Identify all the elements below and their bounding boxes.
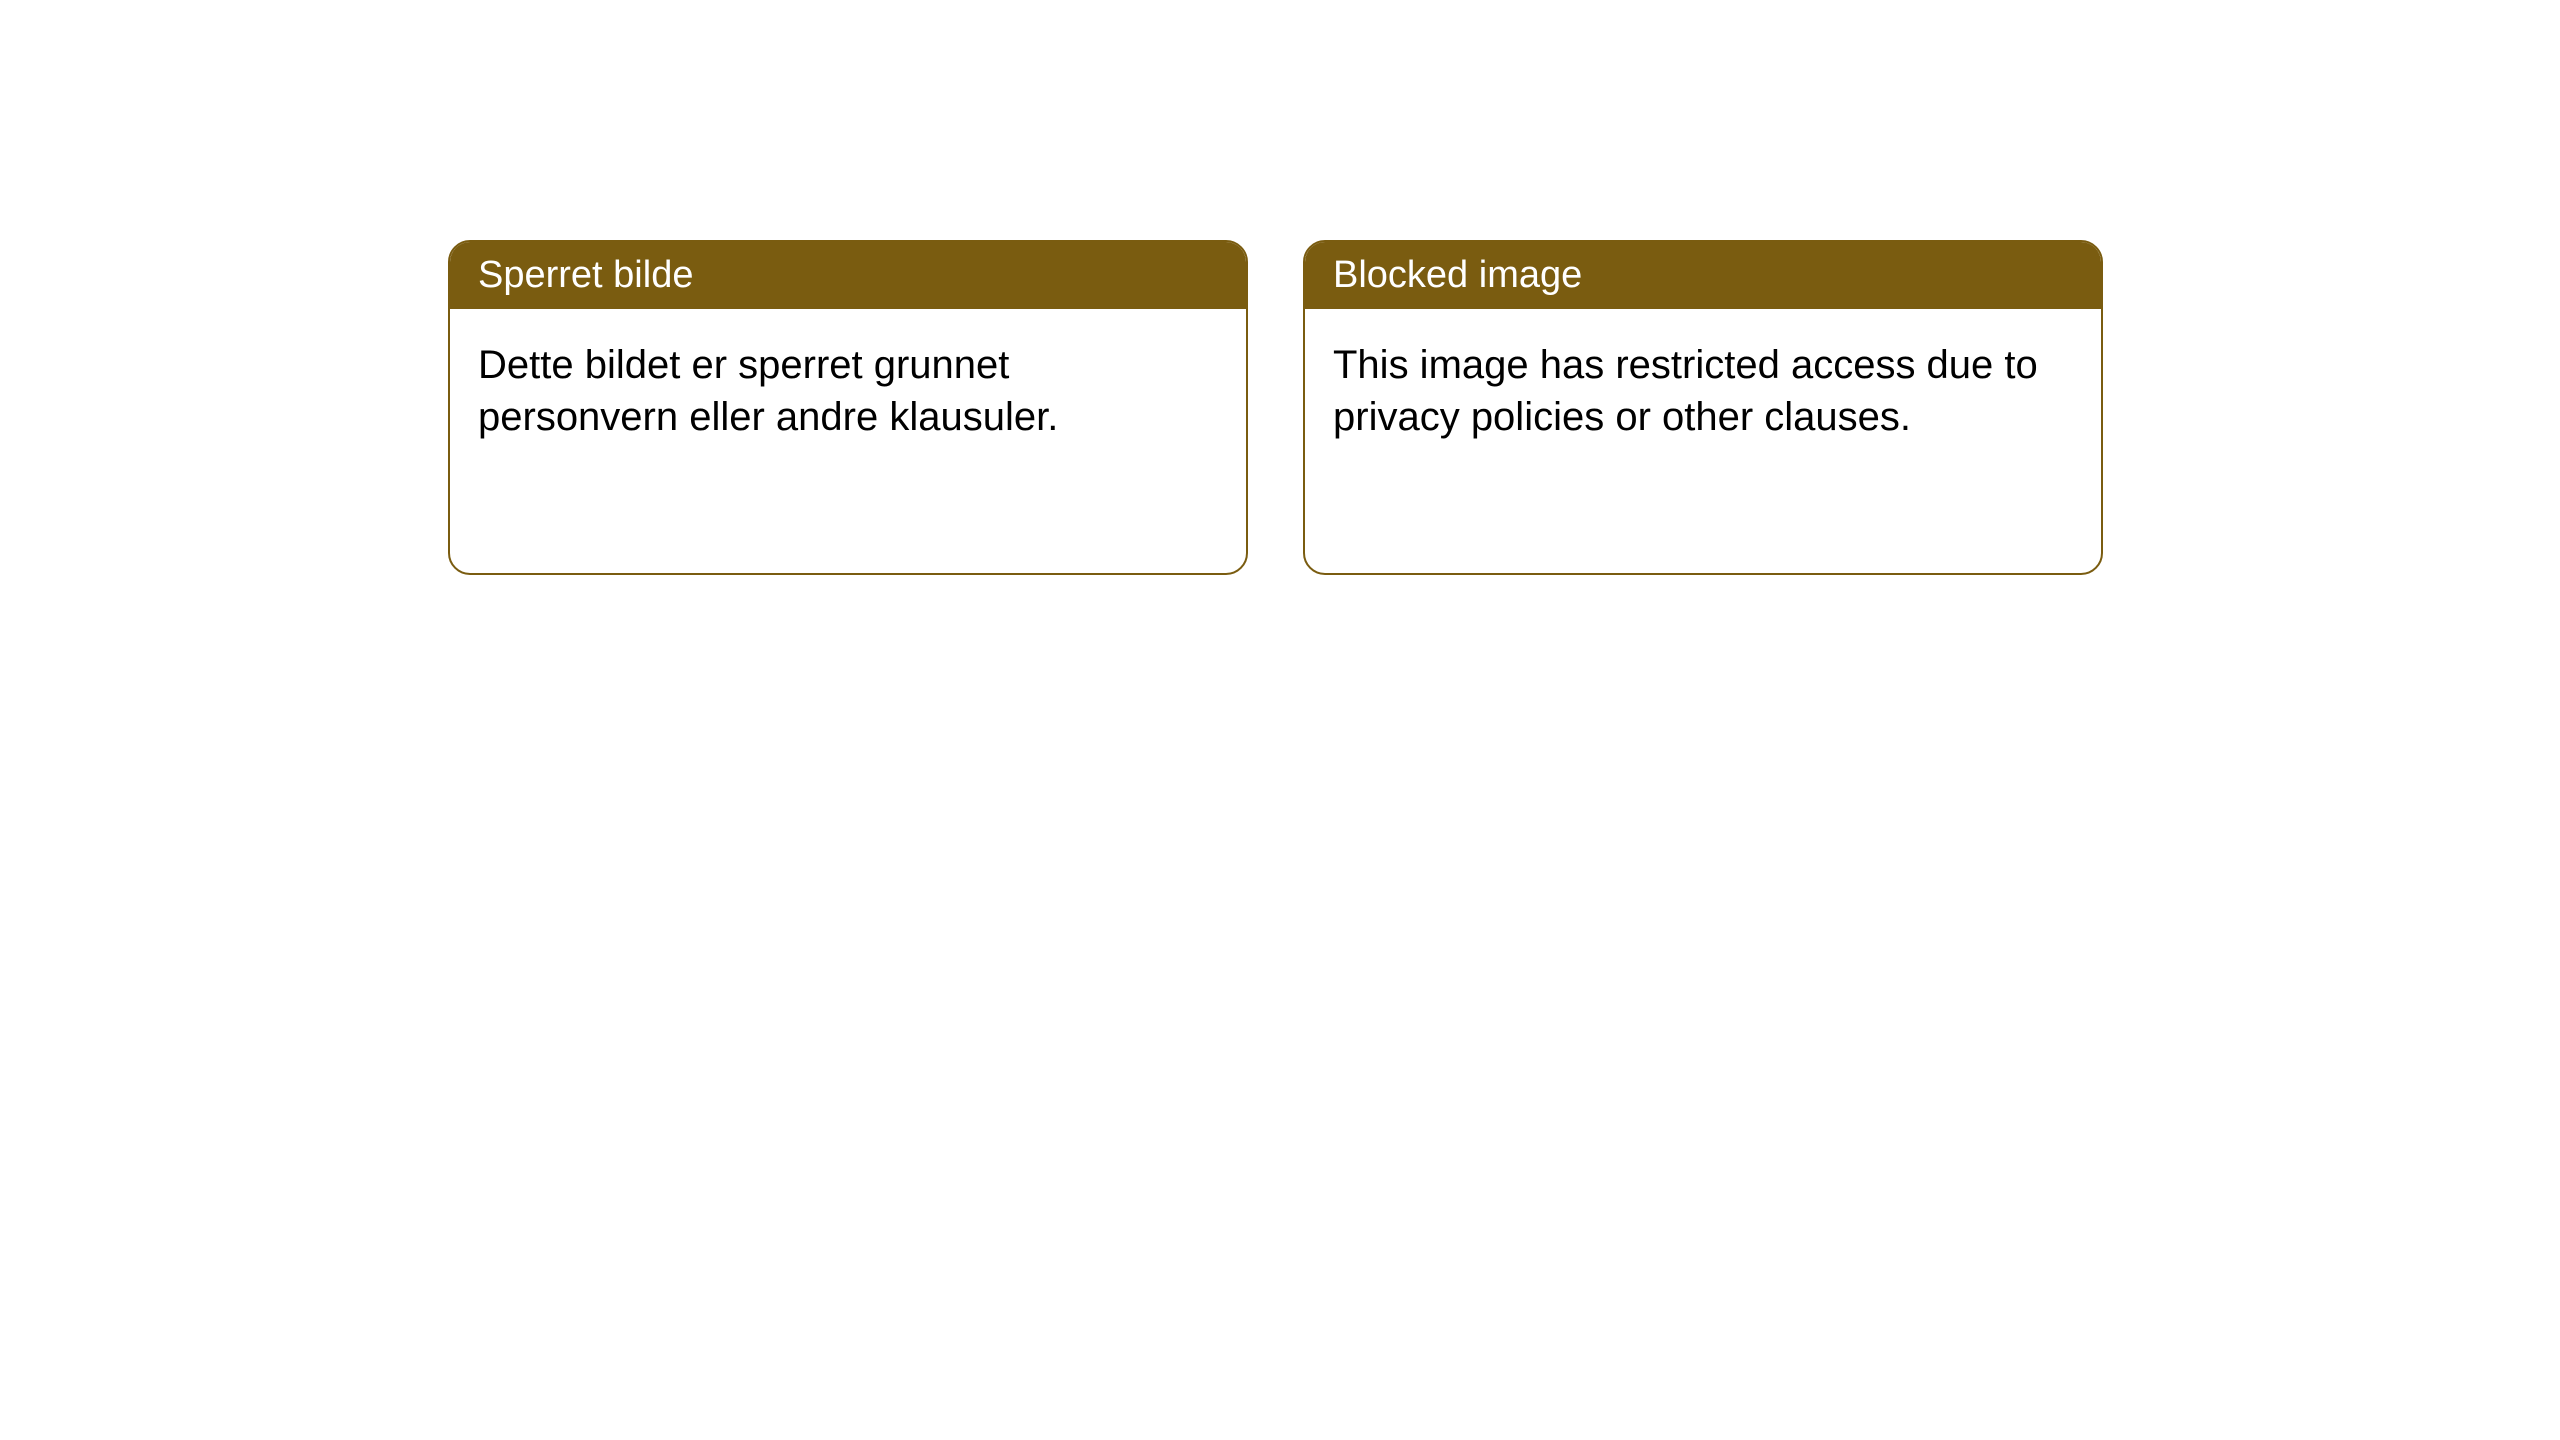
notice-header: Sperret bilde bbox=[450, 242, 1246, 309]
notice-body-text: This image has restricted access due to … bbox=[1333, 343, 2038, 439]
notice-body-text: Dette bildet er sperret grunnet personve… bbox=[478, 343, 1058, 439]
notice-title: Sperret bilde bbox=[478, 254, 693, 296]
notice-card-english: Blocked image This image has restricted … bbox=[1303, 240, 2103, 575]
notice-header: Blocked image bbox=[1305, 242, 2101, 309]
notice-container: Sperret bilde Dette bildet er sperret gr… bbox=[0, 0, 2560, 575]
notice-body: This image has restricted access due to … bbox=[1305, 309, 2101, 473]
notice-title: Blocked image bbox=[1333, 254, 1582, 296]
notice-card-norwegian: Sperret bilde Dette bildet er sperret gr… bbox=[448, 240, 1248, 575]
notice-body: Dette bildet er sperret grunnet personve… bbox=[450, 309, 1246, 473]
